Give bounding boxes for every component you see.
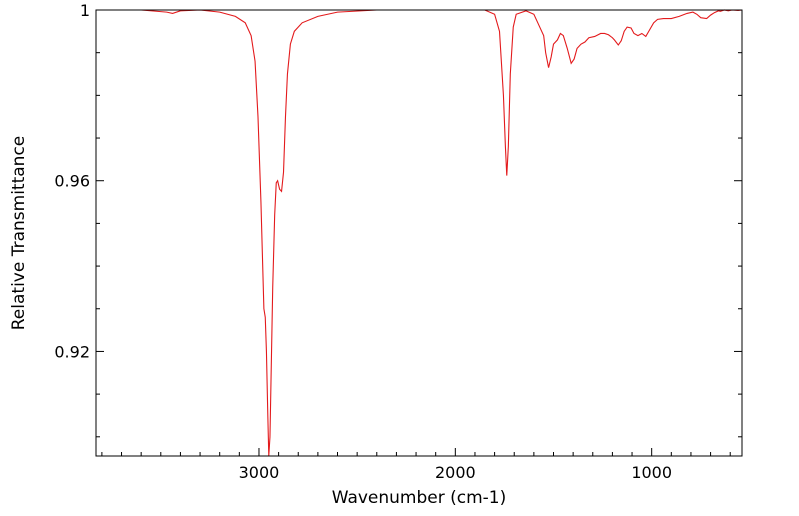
plot-frame — [95, 9, 743, 457]
y-axis-title: Relative Transmittance — [9, 136, 29, 331]
x-axis-title: Wavenumber (cm-1) — [332, 488, 507, 508]
major-ticks — [96, 9, 742, 456]
y-tick-label: 1 — [80, 1, 90, 20]
series-line — [96, 9, 743, 457]
tick-labels: 3000 2000 1000 1 0.96 0.92 — [54, 1, 672, 482]
y-tick-label: 0.92 — [54, 342, 90, 361]
x-tick-label: 2000 — [435, 463, 476, 482]
x-tick-label: 3000 — [239, 463, 280, 482]
y-tick-label: 0.96 — [54, 172, 90, 191]
minor-ticks — [96, 52, 742, 456]
x-tick-label: 1000 — [631, 463, 672, 482]
